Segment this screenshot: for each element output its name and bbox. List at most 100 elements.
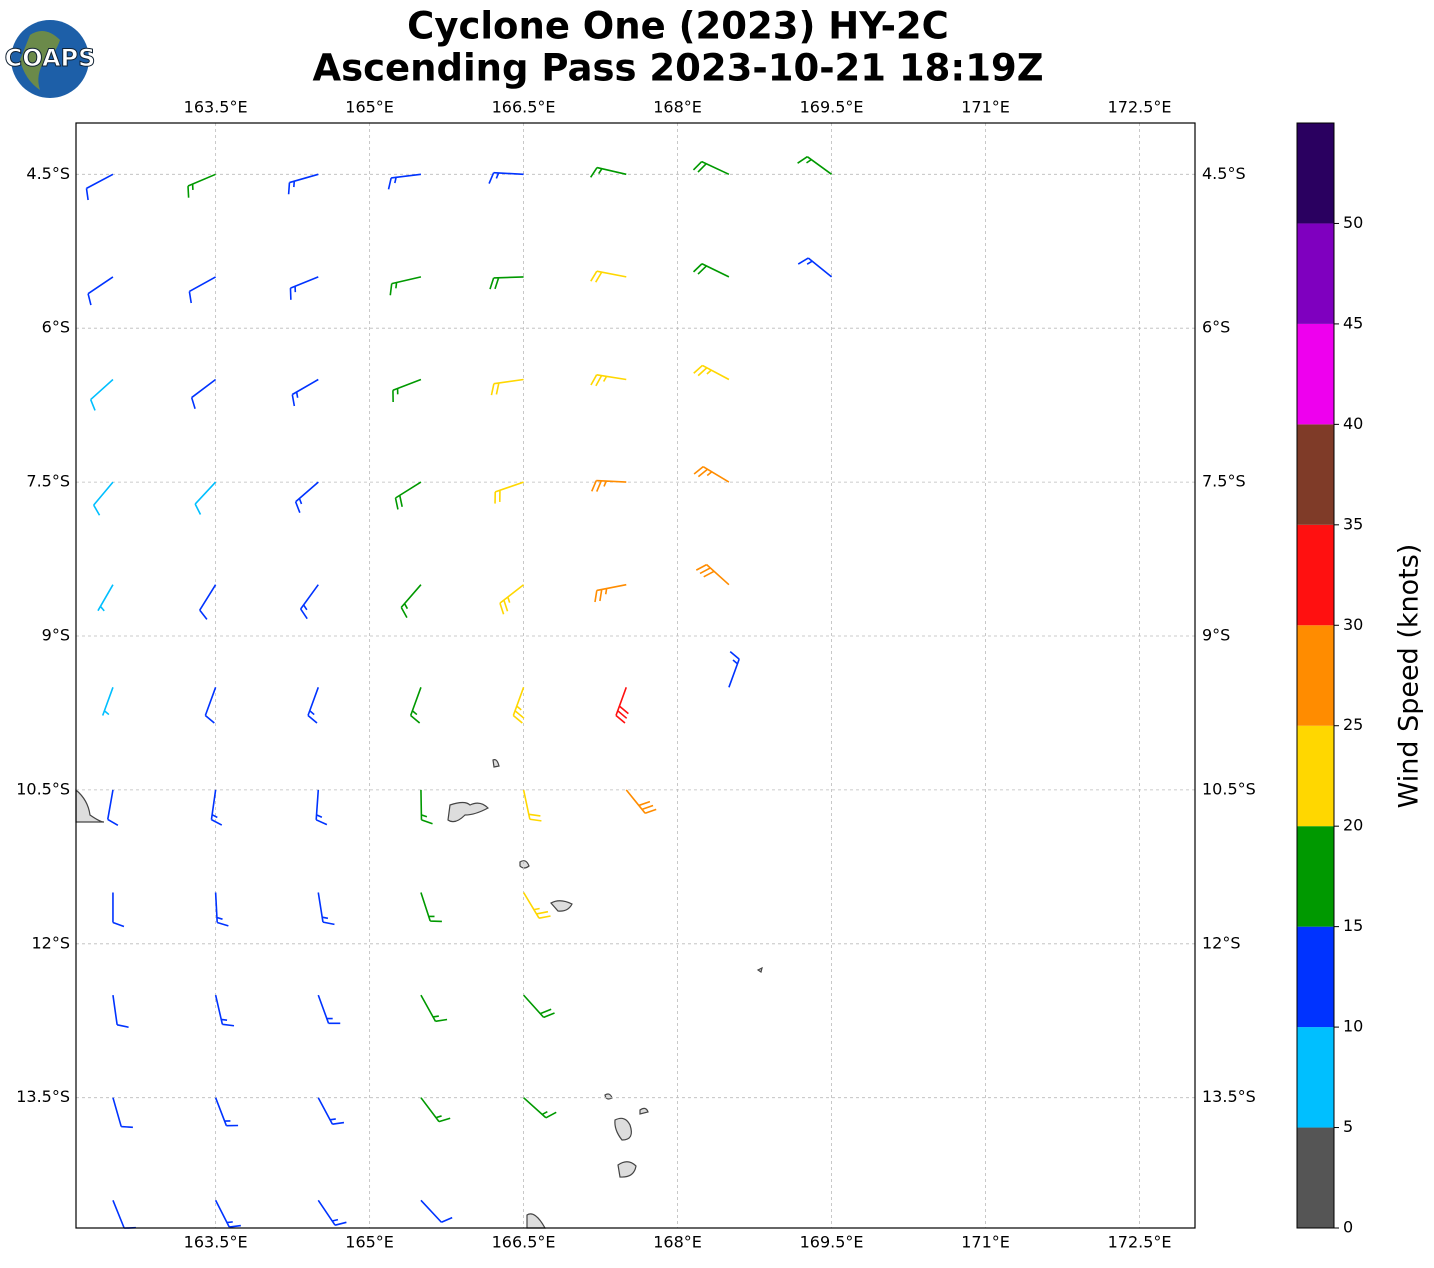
y-tick-label: 4.5°S [26, 164, 70, 183]
wind-barb [89, 378, 114, 411]
wind-barb [523, 994, 555, 1019]
x-tick-label: 169.5°E [800, 1233, 864, 1252]
y-tick-label: 12°S [31, 933, 70, 952]
wind-barb [420, 789, 433, 825]
wind-barb [101, 687, 114, 716]
colorbar-bin [1297, 424, 1334, 525]
colorbar-tick-label: 15 [1343, 916, 1363, 935]
colorbar-tick-label: 45 [1343, 313, 1363, 332]
wind-barb [199, 584, 217, 620]
island [550, 900, 573, 912]
wind-barb [420, 1199, 453, 1223]
island [519, 860, 530, 869]
wind-barb [214, 1199, 241, 1228]
island [604, 1093, 613, 1100]
wind-barb [188, 276, 217, 304]
wind-barb [294, 481, 319, 513]
y-tick-label: 6°S [42, 318, 70, 337]
x-tick-label: 172.5°E [1108, 1233, 1172, 1252]
colorbar-bin [1297, 123, 1334, 224]
wind-barb [317, 1199, 347, 1226]
y-tick-label: 9°S [1202, 625, 1230, 644]
wind-barb [420, 994, 448, 1023]
y-tick-label: 13.5°S [1202, 1087, 1256, 1106]
wind-barb [512, 687, 525, 724]
colorbar-frame [1296, 122, 1335, 1229]
y-tick-label: 12°S [1202, 933, 1241, 952]
wind-barb [499, 584, 525, 615]
y-tick-label: 10.5°S [1202, 779, 1256, 798]
wind-barb [590, 374, 627, 387]
wind-barb [87, 276, 114, 306]
coastlines [75, 759, 763, 1229]
colorbar-tick-label: 10 [1343, 1017, 1363, 1036]
wind-barb [387, 173, 422, 190]
y-tick-label: 4.5°S [1202, 164, 1246, 183]
island [447, 801, 489, 823]
wind-barb [420, 1097, 451, 1123]
title-line: Cyclone One (2023) HY-2C [407, 5, 949, 48]
y-tick-label: 10.5°S [16, 779, 70, 798]
x-tick-label: 166.5°E [492, 1233, 556, 1252]
colorbar-tick-label: 0 [1343, 1218, 1353, 1237]
wind-barb [695, 563, 730, 586]
wind-barb [488, 171, 524, 184]
wind-barb [112, 1200, 136, 1229]
x-tick-label: 166.5°E [492, 98, 556, 117]
colorbar-tick-label: 5 [1343, 1117, 1353, 1136]
x-tick-label: 165°E [345, 98, 394, 117]
wind-barb [394, 481, 422, 510]
colorbar-tick-label: 30 [1343, 615, 1363, 634]
wind-barb [194, 481, 217, 515]
wind-barb [214, 892, 229, 927]
wind-barb [204, 687, 217, 724]
y-tick-label: 13.5°S [16, 1087, 70, 1106]
wind-barb [392, 378, 422, 402]
x-tick-label: 172.5°E [1108, 98, 1172, 117]
wind-barb [112, 994, 129, 1029]
x-tick-label: 168°E [653, 1233, 702, 1252]
colorbar-bin [1297, 524, 1334, 626]
wind-barb [625, 789, 657, 814]
wind-barb [112, 892, 125, 928]
wind-barb [287, 173, 319, 195]
x-tick-label: 165°E [345, 1233, 394, 1252]
wind-barb [692, 160, 730, 176]
wind-barb [210, 789, 223, 826]
x-tick-label: 168°E [653, 98, 702, 117]
wind-barb [92, 481, 114, 516]
colorbar-bin [1297, 826, 1334, 927]
wind-barb [494, 481, 524, 504]
wind-barb [400, 584, 422, 618]
y-tick-label: 6°S [1202, 318, 1230, 337]
wind-barb [797, 257, 833, 278]
wind-barb [797, 156, 833, 175]
wind-barb [693, 465, 730, 483]
wind-barb [317, 994, 341, 1025]
colorbar-tick-label: 35 [1343, 514, 1363, 533]
wind-barb [590, 479, 627, 492]
colorbar-bin [1297, 1127, 1334, 1228]
wind-barb [187, 173, 216, 198]
wind-barb [317, 892, 335, 926]
wind-barb [409, 687, 422, 724]
wind-barb [214, 994, 235, 1027]
colorbar-label: Wind Speed (knots) [1394, 544, 1425, 809]
wind-barb [523, 1097, 557, 1119]
wind-barb [299, 584, 319, 620]
wind-barb [291, 378, 319, 407]
colorbar-bin [1297, 323, 1334, 425]
logo: COAPS [4, 20, 96, 98]
island [75, 788, 105, 823]
island [492, 759, 500, 768]
colorbar-tick-label: 20 [1343, 816, 1363, 835]
wind-barb [315, 789, 328, 826]
x-tick-label: 171°E [961, 98, 1010, 117]
colorbar-bin [1297, 223, 1334, 324]
y-tick-label: 7.5°S [26, 472, 70, 491]
x-tick-label: 171°E [961, 1233, 1010, 1252]
wind-barb [420, 892, 442, 923]
wind-barb [615, 687, 629, 724]
y-tick-label: 7.5°S [1202, 472, 1246, 491]
colorbar-bin [1297, 725, 1334, 827]
